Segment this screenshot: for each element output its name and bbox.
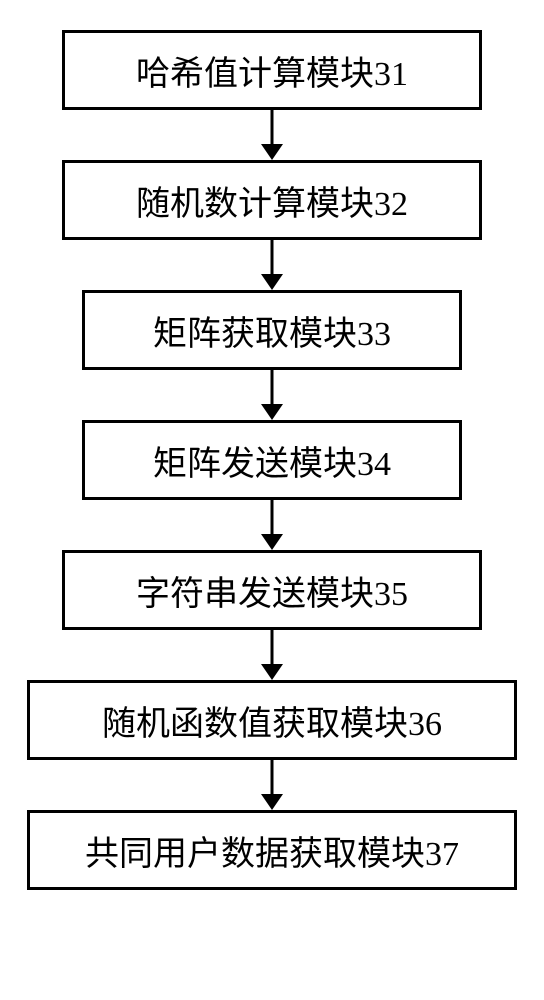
arrow-down-icon [259,630,285,680]
flow-node-n7: 共同用户数据获取模块37 [27,810,517,890]
flow-node-n1: 哈希值计算模块31 [62,30,482,110]
flow-node-n6: 随机函数值获取模块36 [27,680,517,760]
flow-node-n5: 字符串发送模块35 [62,550,482,630]
arrow-down-icon [259,240,285,290]
flow-node-label: 随机数计算模块32 [136,176,408,225]
flowchart-container: 哈希值计算模块31 随机数计算模块32 矩阵获取模块33 矩阵发送模块34 字符串发送模… [0,0,544,890]
flow-node-n2: 随机数计算模块32 [62,160,482,240]
arrow-down-icon [259,760,285,810]
arrow-down-icon [259,500,285,550]
flow-node-label: 共同用户数据获取模块37 [85,826,459,875]
flow-node-n3: 矩阵获取模块33 [82,290,462,370]
flow-node-label: 哈希值计算模块31 [136,46,408,95]
flow-node-label: 矩阵发送模块34 [153,436,391,485]
flow-node-label: 矩阵获取模块33 [153,306,391,355]
flow-node-label: 随机函数值获取模块36 [102,696,442,745]
arrow-down-icon [259,370,285,420]
flow-node-label: 字符串发送模块35 [136,566,408,615]
arrow-down-icon [259,110,285,160]
flow-node-n4: 矩阵发送模块34 [82,420,462,500]
